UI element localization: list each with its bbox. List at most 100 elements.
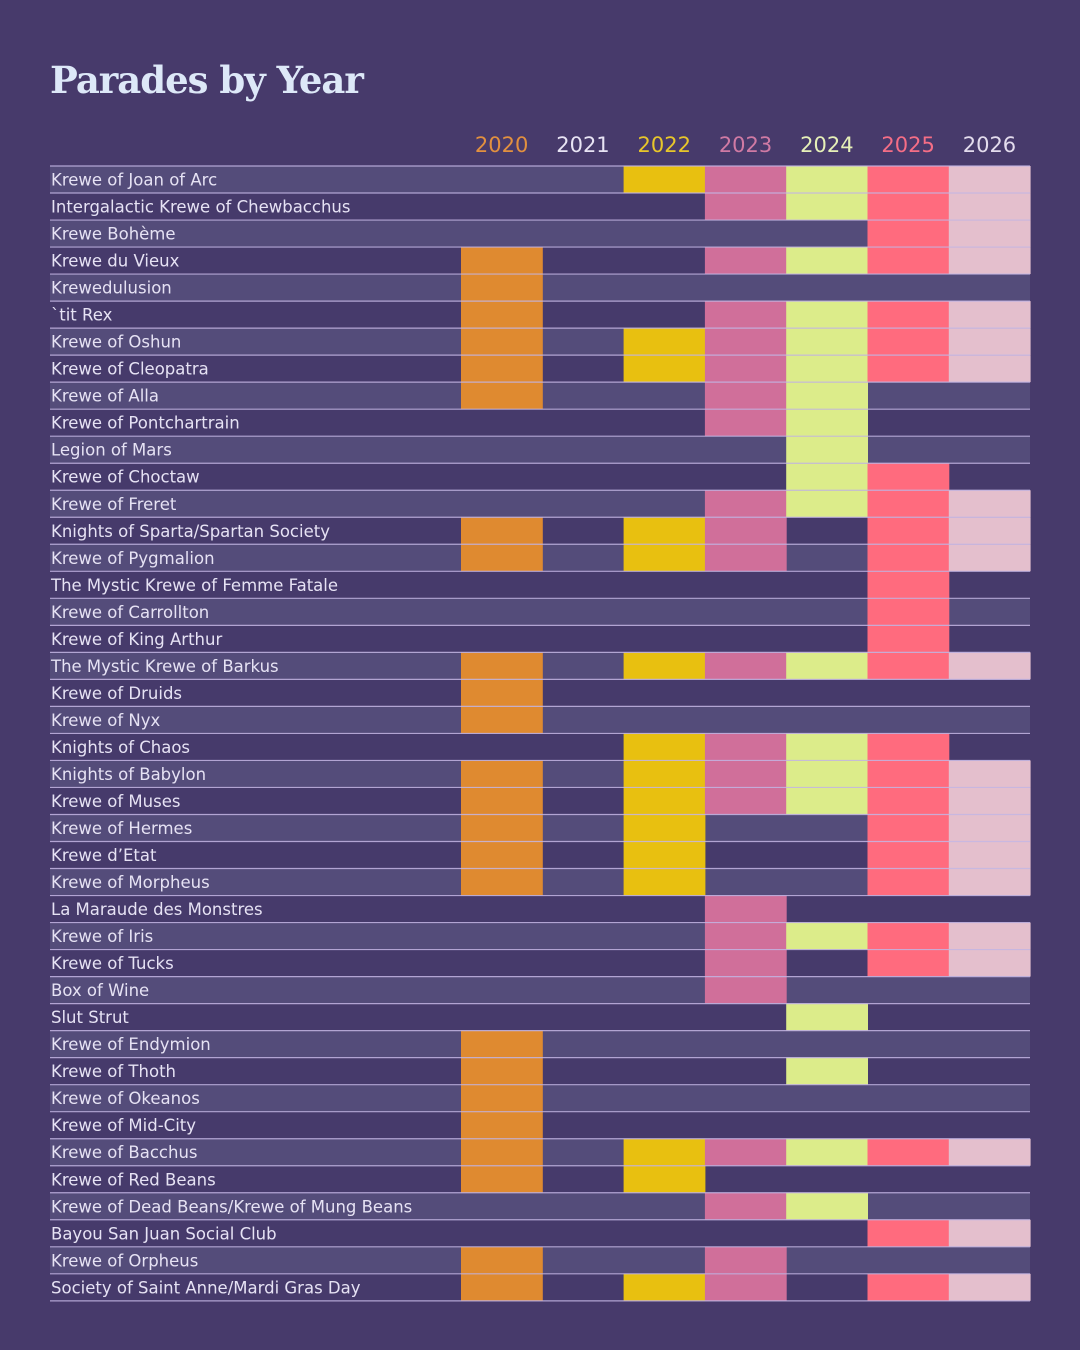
cell-2026 [948,544,1031,572]
row-band [50,949,1030,977]
cell-2024 [786,1057,868,1085]
cell-2025 [867,1219,950,1247]
cell-2023 [704,760,787,788]
cell-2022 [623,517,706,545]
cell-2020 [461,355,543,383]
cell-2020 [461,1084,543,1112]
cell-2024 [786,409,868,437]
row-label: Knights of Sparta/Spartan Society [51,522,330,541]
cell-2023 [704,976,787,1004]
cell-2020 [461,868,543,896]
cell-2024 [786,652,868,680]
cell-2025 [867,328,950,356]
row-label: Krewe of Pontchartrain [51,414,240,433]
cell-2026 [948,760,1031,788]
year-header-2026: 2026 [963,133,1016,157]
row-label: Krewe of Druids [51,684,182,703]
cell-2024 [786,463,868,491]
cell-2023 [704,166,787,194]
cell-2023 [704,895,787,923]
cell-2023 [704,247,787,275]
row-label: Krewe of Oshun [51,333,181,352]
cell-2026 [948,868,1031,896]
year-header-2024: 2024 [800,133,853,157]
row-label: Krewe of Nyx [51,711,161,730]
row-label: Bayou San Juan Social Club [51,1224,277,1243]
cell-2026 [948,355,1031,383]
cell-2022 [623,1138,706,1166]
cell-2024 [786,166,868,194]
cell-2026 [948,1273,1031,1301]
cell-2024 [786,490,868,518]
cell-2025 [867,625,950,653]
cell-2025 [867,490,950,518]
cell-2020 [461,1273,543,1301]
cell-2022 [623,868,706,896]
cell-2026 [948,328,1031,356]
row-label: Krewe of Tucks [51,954,174,973]
row-label: Krewe Bohème [51,225,176,244]
cell-2025 [867,922,950,950]
row-label: Krewe of Hermes [51,819,192,838]
cell-2026 [948,949,1031,977]
cell-2023 [704,544,787,572]
cell-2023 [704,1273,787,1301]
cell-2023 [704,355,787,383]
year-header-2022: 2022 [638,133,691,157]
cell-2022 [623,814,706,842]
cell-2023 [704,787,787,815]
row-label: Krewe of Dead Beans/Krewe of Mung Beans [51,1197,412,1216]
cell-2023 [704,517,787,545]
cell-2025 [867,247,950,275]
cell-2020 [461,1246,543,1274]
cell-2020 [461,274,543,302]
row-band [50,598,1030,626]
cell-2023 [704,922,787,950]
cell-2026 [948,1138,1031,1166]
cell-2022 [623,1165,706,1193]
cell-2026 [948,166,1031,194]
row-label: The Mystic Krewe of Barkus [50,657,279,676]
cell-2023 [704,382,787,410]
cell-2020 [461,1138,543,1166]
cell-2020 [461,814,543,842]
cell-2023 [704,193,787,221]
cell-2020 [461,706,543,734]
row-label: Krewe of Muses [51,792,180,811]
cell-2023 [704,409,787,437]
row-label: Knights of Chaos [51,738,190,757]
cell-2025 [867,949,950,977]
cell-2024 [786,733,868,761]
cell-2025 [867,733,950,761]
cell-2023 [704,949,787,977]
cell-2026 [948,193,1031,221]
row-label: Legion of Mars [51,441,172,460]
cell-2023 [704,301,787,329]
cell-2025 [867,463,950,491]
row-label: Intergalactic Krewe of Chewbacchus [51,198,350,217]
cell-2024 [786,301,868,329]
cell-2022 [623,760,706,788]
cell-2022 [623,733,706,761]
cell-2025 [867,868,950,896]
cell-2020 [461,1111,543,1139]
row-label: Krewe of Pygmalion [51,549,215,568]
row-label: `tit Rex [51,306,113,325]
cell-2026 [948,1219,1031,1247]
cell-2025 [867,787,950,815]
cell-2020 [461,652,543,680]
cell-2025 [867,760,950,788]
cell-2023 [704,652,787,680]
row-label: Krewe of Joan of Arc [51,171,217,190]
row-label: Krewe of Red Beans [51,1170,216,1189]
cell-2025 [867,571,950,599]
cell-2023 [704,1138,787,1166]
cell-2022 [623,787,706,815]
cell-2022 [623,355,706,383]
year-header-2020: 2020 [475,133,528,157]
row-band [50,436,1030,464]
year-header-2021: 2021 [556,133,609,157]
cell-2022 [623,544,706,572]
cell-2020 [461,1165,543,1193]
